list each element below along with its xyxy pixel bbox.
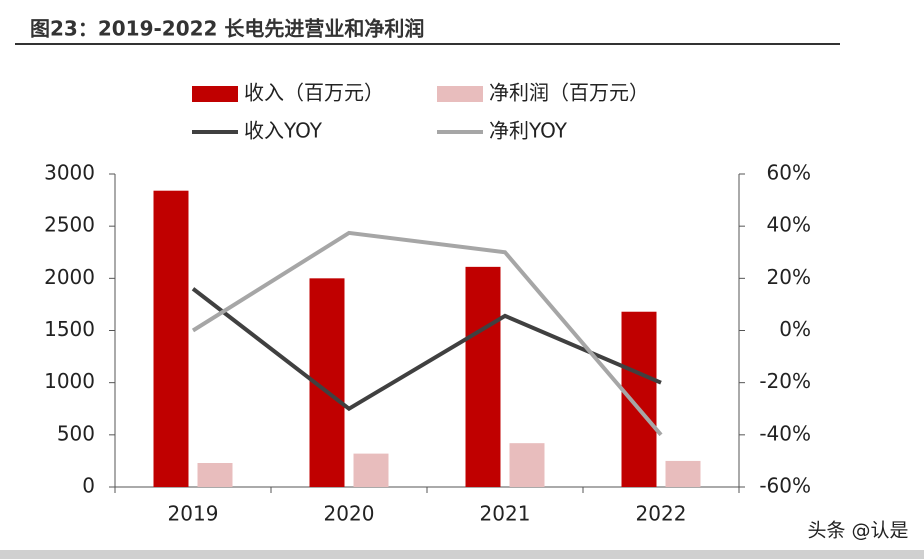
x-tick-label: 2022: [636, 502, 687, 526]
chart-title: 图23：2019-2022 长电先进营业和净利润: [30, 17, 424, 41]
y2-tick-label: -40%: [759, 421, 811, 445]
y-tick-label: 2500: [44, 213, 95, 237]
y2-tick-label: 0%: [779, 317, 811, 341]
bar: [197, 463, 233, 487]
y-tick-label: 1500: [44, 317, 95, 341]
legend-label: 收入（百万元）: [244, 81, 384, 105]
legend-label: 收入YOY: [244, 119, 323, 143]
y2-tick-label: -20%: [759, 369, 811, 393]
watermark: 头条 @认是: [807, 520, 908, 542]
bar: [509, 443, 545, 487]
legend-swatch: [437, 86, 483, 102]
legend-label: 净利YOY: [489, 119, 568, 143]
x-tick-label: 2021: [480, 502, 531, 526]
y-tick-label: 0: [82, 474, 95, 498]
bar: [621, 311, 657, 487]
y-tick-label: 500: [57, 421, 95, 445]
line: [191, 287, 662, 412]
bar: [665, 460, 701, 487]
y-tick-label: 1000: [44, 369, 95, 393]
bottom-bar: [0, 550, 924, 559]
bar: [153, 190, 189, 487]
y-tick-label: 2000: [44, 265, 95, 289]
y2-tick-label: -60%: [759, 474, 811, 498]
legend-label: 净利润（百万元）: [489, 81, 649, 105]
bar: [465, 266, 501, 487]
y2-tick-label: 40%: [767, 213, 811, 237]
line: [191, 230, 663, 437]
y2-tick-label: 20%: [767, 265, 811, 289]
legend-swatch: [192, 86, 238, 102]
x-tick-label: 2019: [168, 502, 219, 526]
y2-tick-label: 60%: [767, 161, 811, 185]
bar: [353, 453, 389, 487]
x-tick-label: 2020: [324, 502, 375, 526]
y-tick-label: 3000: [44, 161, 95, 185]
